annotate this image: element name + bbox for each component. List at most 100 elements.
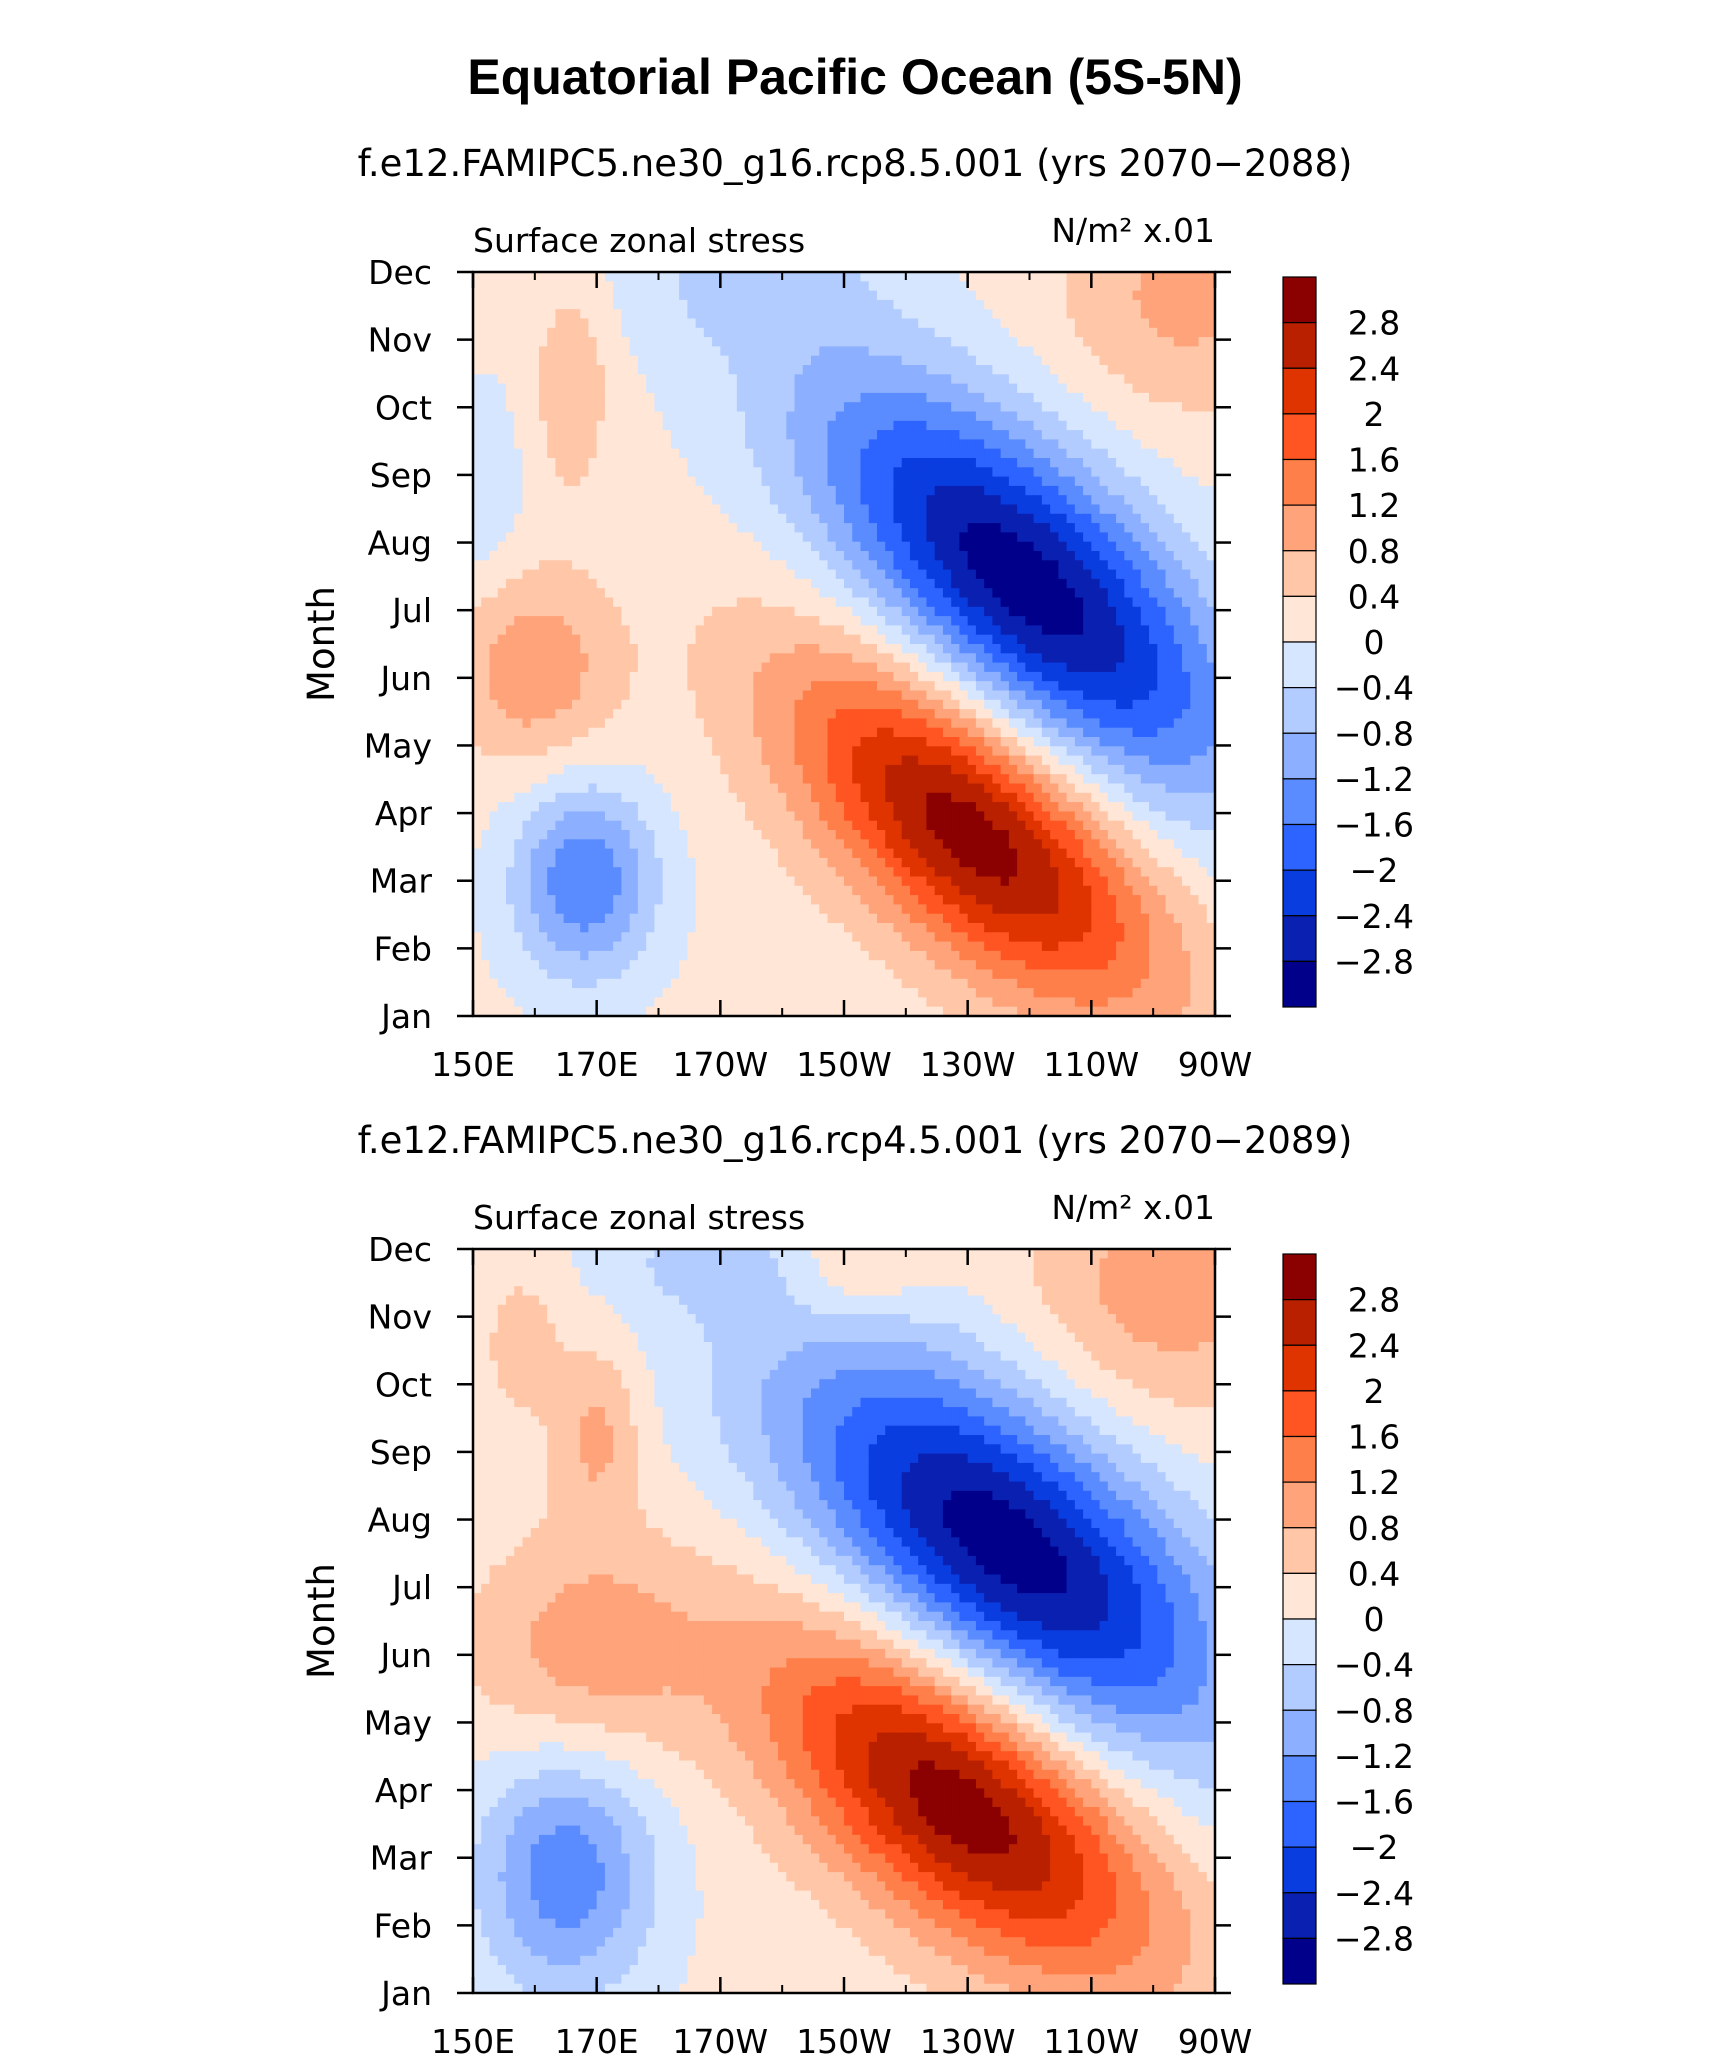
heatmap-cell: [670, 653, 680, 664]
heatmap-cell: [934, 458, 944, 468]
heatmap-cell: [1083, 644, 1092, 654]
heatmap-cell: [1157, 318, 1167, 329]
heatmap-cell: [1033, 318, 1043, 329]
heatmap-cell: [745, 346, 754, 357]
heatmap-cell: [901, 578, 911, 589]
heatmap-cell: [563, 346, 573, 357]
heatmap-cell: [588, 541, 598, 552]
heatmap-cell: [613, 383, 622, 394]
heatmap-cell: [670, 644, 680, 654]
heatmap-cell: [1025, 448, 1035, 459]
heatmap-cell: [1066, 411, 1076, 422]
heatmap-cell: [753, 671, 763, 682]
heatmap-cell: [852, 346, 862, 357]
heatmap-cell: [712, 597, 721, 608]
heatmap-cell: [489, 299, 499, 310]
heatmap-cell: [753, 355, 763, 366]
heatmap-cell: [1116, 569, 1125, 580]
heatmap-cell: [909, 764, 919, 775]
heatmap-cell: [505, 690, 515, 701]
heatmap-cell: [951, 504, 961, 515]
heatmap-cell: [1041, 272, 1051, 282]
heatmap-cell: [1190, 420, 1200, 431]
heatmap-cell: [687, 439, 697, 450]
heatmap-cell: [1041, 746, 1051, 757]
panel-subtitle: f.e12.FAMIPC5.ne30_g16.rcp8.5.001 (yrs 2…: [358, 142, 1353, 185]
heatmap-cell: [489, 476, 499, 487]
heatmap-cell: [547, 774, 557, 785]
heatmap-cell: [1099, 467, 1109, 478]
heatmap-cell: [1116, 625, 1125, 636]
heatmap-cell: [1091, 337, 1101, 347]
heatmap-cell: [1206, 355, 1215, 366]
heatmap-cell: [514, 541, 524, 552]
heatmap-cell: [736, 504, 746, 515]
heatmap-cell: [1165, 355, 1175, 366]
heatmap-cell: [588, 272, 598, 282]
heatmap-cell: [1050, 690, 1059, 701]
heatmap-cell: [753, 374, 763, 385]
heatmap-cell: [596, 737, 606, 747]
heatmap-cell: [1041, 737, 1051, 747]
heatmap-cell: [555, 616, 565, 626]
heatmap-cell: [505, 541, 515, 552]
heatmap-cell: [819, 681, 829, 692]
heatmap-cell: [538, 383, 548, 394]
heatmap-cell: [942, 662, 952, 673]
heatmap-cell: [1107, 606, 1117, 617]
heatmap-cell: [885, 541, 895, 552]
heatmap-cell: [1149, 337, 1158, 347]
heatmap-cell: [835, 653, 845, 664]
heatmap-cell: [1165, 606, 1175, 617]
heatmap-cell: [1025, 662, 1035, 673]
heatmap-cell: [918, 309, 928, 320]
heatmap-cell: [852, 625, 862, 636]
heatmap-cell: [811, 764, 820, 775]
heatmap-cell: [637, 746, 647, 757]
heatmap-cell: [761, 671, 771, 682]
heatmap-cell: [984, 374, 993, 385]
heatmap-cell: [522, 662, 532, 673]
heatmap-cell: [926, 755, 936, 766]
heatmap-cell: [621, 588, 631, 599]
heatmap-cell: [984, 578, 993, 589]
heatmap-cell: [967, 588, 977, 599]
heatmap-cell: [1033, 764, 1043, 775]
heatmap-cell: [538, 541, 548, 552]
heatmap-cell: [885, 523, 895, 533]
heatmap-cell: [613, 690, 622, 701]
heatmap-cell: [1041, 727, 1051, 738]
heatmap-cell: [1206, 513, 1215, 524]
heatmap-cell: [563, 523, 573, 533]
heatmap-cell: [728, 402, 738, 413]
heatmap-cell: [901, 644, 911, 654]
heatmap-cell: [662, 737, 672, 747]
heatmap-cell: [522, 764, 532, 775]
heatmap-cell: [992, 644, 1002, 654]
heatmap-cell: [1008, 671, 1018, 682]
heatmap-cell: [497, 495, 507, 506]
heatmap-cell: [753, 430, 763, 440]
heatmap-cell: [662, 644, 672, 654]
heatmap-cell: [1050, 737, 1059, 747]
heatmap-cell: [761, 374, 771, 385]
heatmap-cell: [1083, 727, 1092, 738]
heatmap-cell: [1165, 309, 1175, 320]
heatmap-cell: [1198, 681, 1208, 692]
heatmap-cell: [497, 578, 507, 589]
heatmap-cell: [662, 281, 672, 292]
heatmap-cell: [893, 616, 903, 626]
heatmap-cell: [728, 513, 738, 524]
heatmap-cell: [959, 616, 969, 626]
heatmap-cell: [571, 532, 581, 543]
heatmap-cell: [786, 709, 796, 719]
heatmap-cell: [1091, 578, 1101, 589]
heatmap-cell: [1033, 569, 1043, 580]
heatmap-cell: [1157, 504, 1167, 515]
heatmap-cell: [489, 495, 499, 506]
heatmap-cell: [876, 383, 886, 394]
heatmap-cell: [1198, 634, 1208, 645]
heatmap-cell: [1058, 541, 1068, 552]
heatmap-cell: [827, 709, 837, 719]
heatmap-cell: [1000, 383, 1010, 394]
